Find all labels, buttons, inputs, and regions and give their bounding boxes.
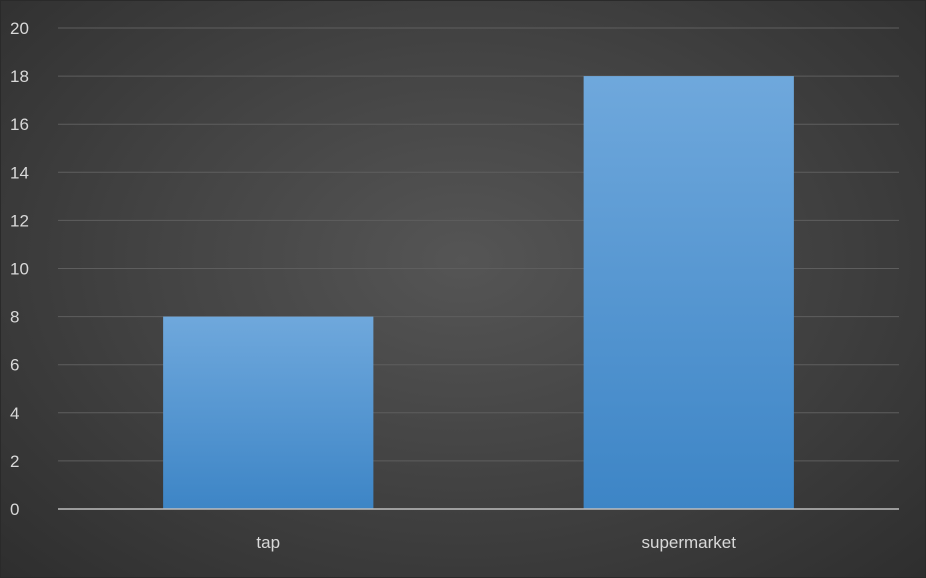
y-tick-label: 10 bbox=[10, 260, 29, 279]
x-category-label: supermarket bbox=[642, 533, 737, 552]
x-category-labels: tap supermarket bbox=[256, 533, 736, 552]
y-tick-label: 2 bbox=[10, 452, 19, 471]
bar-tap bbox=[163, 316, 374, 509]
y-tick-labels: 0 2 4 6 8 10 12 14 16 18 20 bbox=[10, 19, 29, 519]
y-tick-label: 14 bbox=[10, 163, 29, 182]
y-tick-label: 6 bbox=[10, 356, 19, 375]
y-tick-label: 12 bbox=[10, 211, 29, 230]
y-tick-label: 0 bbox=[10, 500, 19, 519]
y-tick-label: 18 bbox=[10, 67, 29, 86]
y-tick-label: 4 bbox=[10, 404, 19, 423]
y-tick-label: 16 bbox=[10, 115, 29, 134]
x-category-label: tap bbox=[256, 533, 280, 552]
y-tick-label: 8 bbox=[10, 308, 19, 327]
y-tick-label: 20 bbox=[10, 19, 29, 38]
bar-supermarket bbox=[583, 76, 794, 509]
bars bbox=[163, 76, 794, 509]
